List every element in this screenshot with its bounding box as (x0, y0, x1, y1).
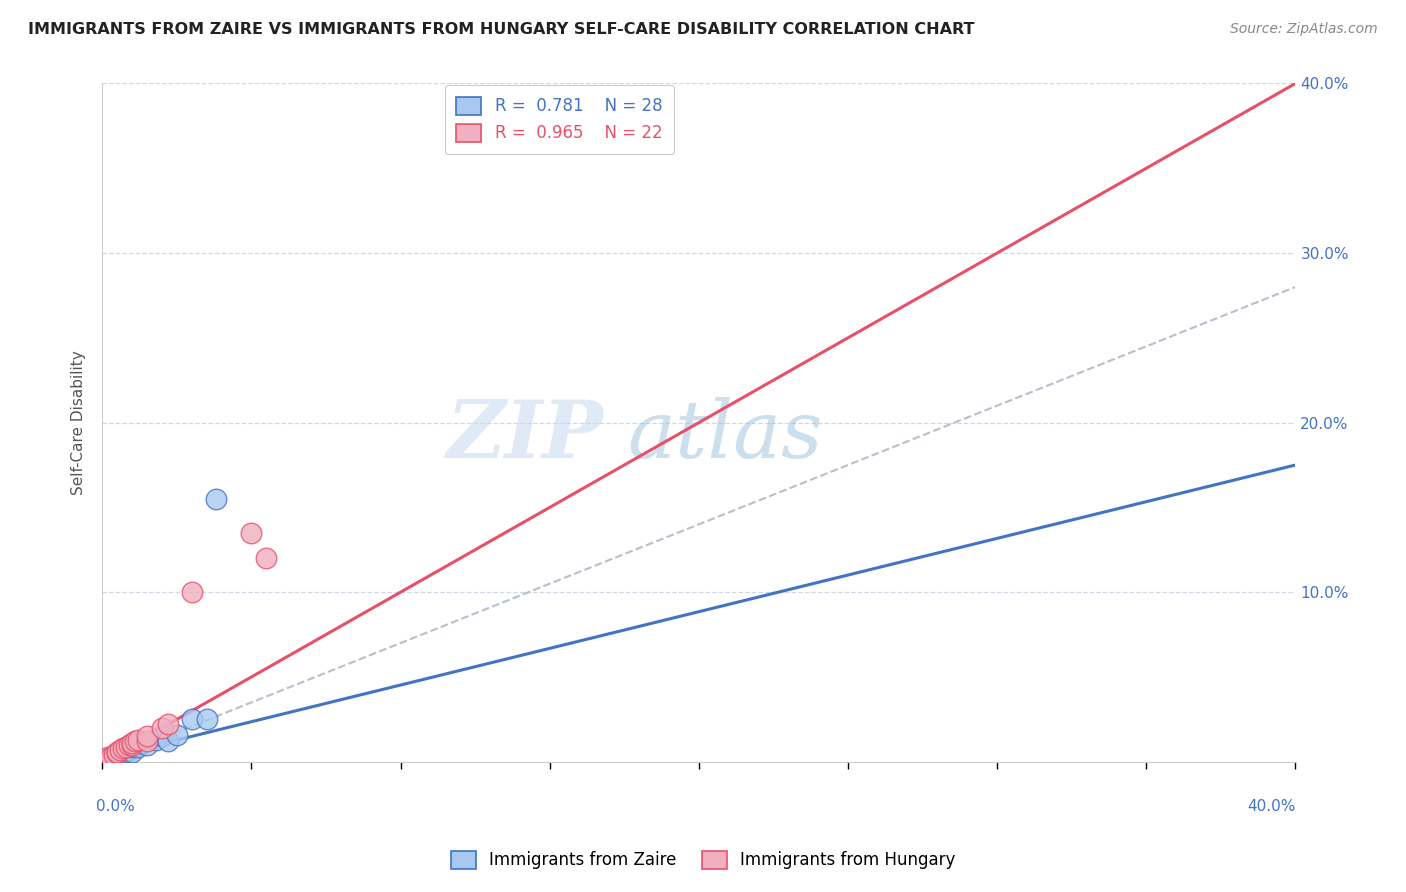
Point (103, 747, 125, 762)
Point (103, 751, 125, 765)
Point (118, 743, 141, 757)
Point (97, 751, 120, 765)
Point (97, 749, 120, 764)
Point (156, 717, 179, 731)
Point (108, 747, 131, 762)
Point (121, 738, 143, 752)
Point (108, 743, 131, 757)
Point (127, 739, 149, 754)
Text: Source: ZipAtlas.com: Source: ZipAtlas.com (1230, 22, 1378, 37)
Point (195, 712, 218, 726)
Point (94, 753, 117, 767)
Legend: R =  0.781    N = 28, R =  0.965    N = 22: R = 0.781 N = 28, R = 0.965 N = 22 (444, 85, 673, 154)
Point (240, 525, 263, 540)
Point (100, 749, 122, 764)
Point (121, 739, 143, 754)
Legend: Immigrants from Zaire, Immigrants from Hungary: Immigrants from Zaire, Immigrants from H… (441, 840, 965, 880)
Point (145, 732, 167, 747)
Point (136, 729, 159, 743)
Point (150, 721, 173, 735)
Point (97, 753, 120, 767)
Point (105, 745, 128, 759)
Point (180, 585, 202, 599)
Point (150, 729, 173, 743)
Point (136, 738, 159, 752)
Text: 40.0%: 40.0% (1247, 799, 1295, 814)
Point (127, 732, 149, 747)
Point (204, 491, 226, 506)
Point (121, 745, 143, 759)
Point (112, 747, 135, 761)
Point (254, 551, 277, 566)
Point (105, 747, 128, 761)
Point (124, 734, 146, 748)
Text: 0.0%: 0.0% (96, 799, 135, 814)
Point (180, 712, 202, 726)
Point (100, 749, 122, 764)
Text: IMMIGRANTS FROM ZAIRE VS IMMIGRANTS FROM HUNGARY SELF-CARE DISABILITY CORRELATIO: IMMIGRANTS FROM ZAIRE VS IMMIGRANTS FROM… (28, 22, 974, 37)
Y-axis label: Self-Care Disability: Self-Care Disability (72, 351, 86, 495)
Point (118, 738, 141, 752)
Point (115, 745, 138, 759)
Point (94, 753, 117, 767)
Text: atlas: atlas (627, 398, 823, 475)
Point (97, 751, 120, 765)
Point (136, 734, 159, 748)
Point (103, 747, 125, 762)
Point (121, 736, 143, 750)
Point (166, 728, 188, 742)
Point (129, 736, 152, 750)
Text: ZIP: ZIP (447, 398, 603, 475)
Point (100, 751, 122, 765)
Point (115, 739, 138, 754)
Point (112, 745, 135, 759)
Point (105, 749, 128, 764)
Point (156, 734, 179, 748)
Point (105, 747, 128, 761)
Point (124, 738, 146, 752)
Point (112, 741, 135, 756)
Point (115, 743, 138, 757)
